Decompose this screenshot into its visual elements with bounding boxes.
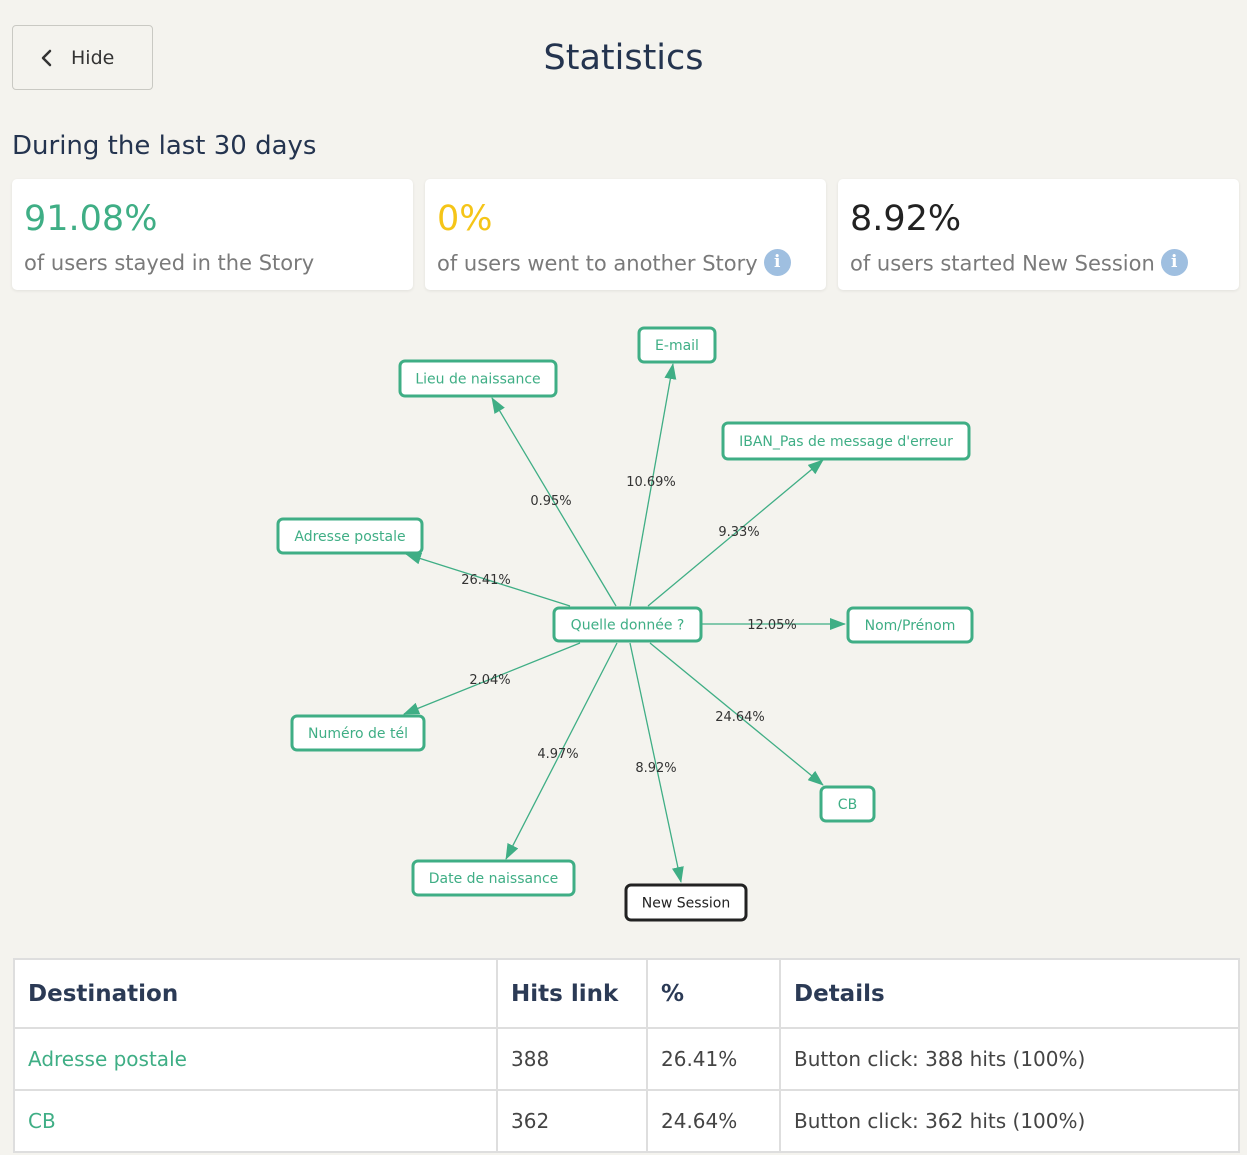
node-box [552, 606, 703, 643]
node-box [411, 859, 576, 897]
column-header-hits[interactable]: Hits link [496, 958, 648, 1029]
period-label: During the last 30 days [12, 131, 317, 161]
node-box [398, 359, 558, 398]
node-email[interactable]: E-mail [637, 326, 717, 364]
edge-label-email: 10.69% [626, 475, 676, 490]
hide-button[interactable]: Hide [12, 25, 153, 90]
info-icon[interactable]: i [763, 249, 791, 276]
hits-cell: 362 [496, 1089, 648, 1153]
node-box [290, 714, 426, 752]
stat-description: of users went to another Story i [437, 249, 791, 278]
stat-card-stayed: 91.08% of users stayed in the Story [12, 179, 413, 290]
node-label: Lieu de naissance [415, 372, 540, 388]
table-header-row: Destination Hits link % Details [13, 958, 1240, 1029]
details-cell: Button click: 388 hits (100%) [779, 1027, 1240, 1091]
node-box [624, 883, 748, 922]
percent-cell: 26.41% [646, 1027, 781, 1091]
node-label: New Session [642, 896, 730, 912]
stat-value: 8.92% [850, 199, 962, 239]
edge-adresse [405, 552, 571, 607]
node-tel[interactable]: Numéro de tél [290, 714, 426, 752]
node-label: Date de naissance [429, 871, 559, 887]
node-box [637, 326, 717, 364]
stat-card-new-session: 8.92% of users started New Session i [838, 179, 1239, 290]
node-box [819, 785, 876, 823]
edge-label-session: 8.92% [635, 761, 676, 776]
node-label: Quelle donnée ? [571, 618, 685, 634]
node-box [846, 606, 974, 644]
page-title: Statistics [543, 38, 704, 78]
stat-card-other-story: 0% of users went to another Story i [425, 179, 826, 290]
table-row: Adresse postale 388 26.41% Button click:… [13, 1027, 1240, 1091]
edge-lieu [491, 397, 617, 607]
node-box [721, 421, 971, 461]
edge-label-cb: 24.64% [715, 710, 765, 725]
hide-button-label: Hide [71, 47, 115, 69]
edge-iban [647, 459, 824, 607]
stat-value: 91.08% [24, 199, 158, 239]
column-header-details[interactable]: Details [779, 958, 1240, 1029]
edge-label-lieu: 0.95% [530, 494, 571, 509]
node-iban[interactable]: IBAN_Pas de message d'erreur [721, 421, 971, 461]
stat-description: of users stayed in the Story [24, 251, 315, 275]
edge-email [629, 363, 677, 607]
node-nom[interactable]: Nom/Prénom [846, 606, 974, 644]
column-header-percent[interactable]: % [646, 958, 781, 1029]
node-adresse[interactable]: Adresse postale [276, 517, 424, 555]
node-date[interactable]: Date de naissance [411, 859, 576, 897]
hits-cell: 388 [496, 1027, 648, 1091]
node-label: IBAN_Pas de message d'erreur [739, 434, 953, 450]
table-row: CB 362 24.64% Button click: 362 hits (10… [13, 1089, 1240, 1153]
node-label: E-mail [655, 338, 699, 354]
edge-session [629, 642, 684, 883]
chevron-left-icon [41, 49, 52, 67]
details-cell: Button click: 362 hits (100%) [779, 1089, 1240, 1153]
destinations-table: Destination Hits link % Details Adresse … [13, 958, 1240, 1153]
edge-tel [403, 642, 581, 715]
edge-label-iban: 9.33% [718, 525, 759, 540]
edge-cb [649, 642, 824, 786]
node-box [276, 517, 424, 555]
edge-date [505, 642, 618, 860]
node-label: Nom/Prénom [865, 618, 956, 634]
node-center[interactable]: Quelle donnée ? [552, 606, 703, 643]
destination-cell[interactable]: Adresse postale [13, 1027, 498, 1091]
node-cb[interactable]: CB [819, 785, 876, 823]
edge-label-date: 4.97% [537, 747, 578, 762]
node-label: Numéro de tél [308, 726, 408, 742]
node-session[interactable]: New Session [624, 883, 748, 922]
destination-cell[interactable]: CB [13, 1089, 498, 1153]
stat-description: of users started New Session i [850, 249, 1188, 278]
node-label: CB [838, 797, 857, 813]
column-header-destination[interactable]: Destination [13, 958, 498, 1029]
percent-cell: 24.64% [646, 1089, 781, 1153]
edge-label-adresse: 26.41% [461, 573, 511, 588]
edge-label-tel: 2.04% [469, 673, 510, 688]
node-lieu[interactable]: Lieu de naissance [398, 359, 558, 398]
node-label: Adresse postale [294, 529, 405, 545]
edge-label-nom: 12.05% [747, 618, 797, 633]
flow-graph: 10.69% 0.95% 9.33% 26.41% 12.05% 2.04% 24.64% 4… [276, 326, 974, 922]
stat-value: 0% [437, 199, 493, 239]
info-icon[interactable]: i [1160, 249, 1188, 276]
